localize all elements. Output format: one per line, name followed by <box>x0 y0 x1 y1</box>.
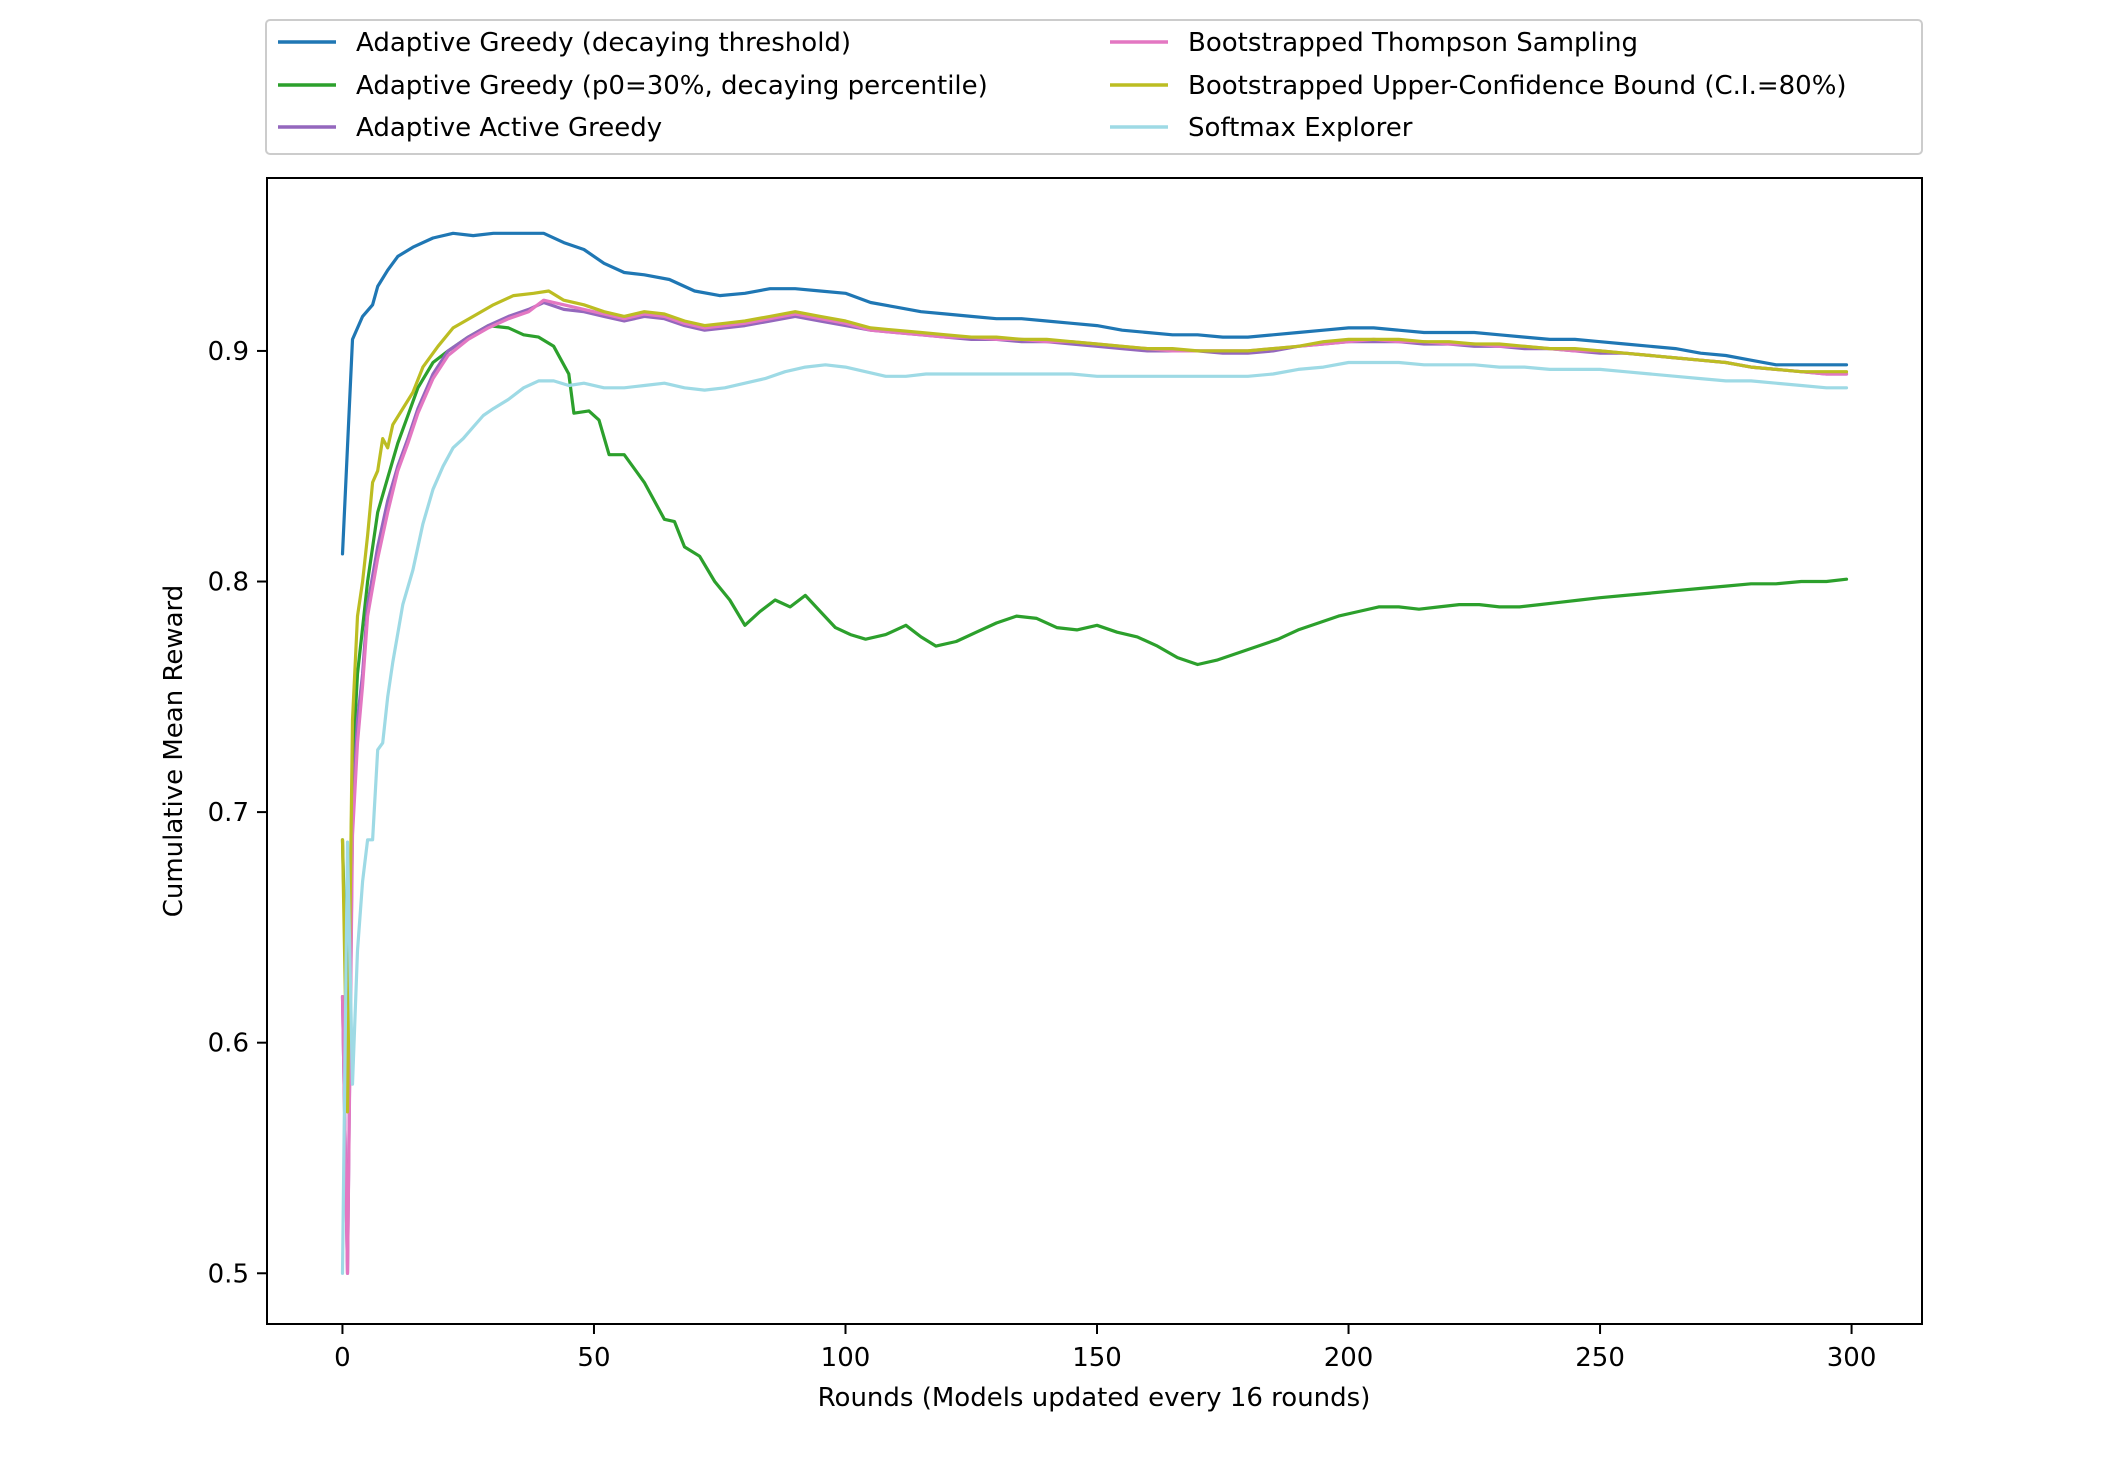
legend-label: Adaptive Greedy (decaying threshold) <box>356 28 851 58</box>
y-tick-label: 0.8 <box>208 568 249 598</box>
x-tick-label: 150 <box>1072 1343 1122 1373</box>
legend: Adaptive Greedy (decaying threshold) Adap… <box>265 19 1923 155</box>
series-layer <box>340 231 1849 1275</box>
legend-label: Adaptive Greedy (p0=30%, decaying percen… <box>356 71 988 101</box>
x-tick-label: 0 <box>334 1343 351 1373</box>
series-line-5 <box>340 289 1849 1114</box>
series-line-6 <box>340 360 1849 1275</box>
x-axis-label: Rounds (Models updated every 16 rounds) <box>818 1383 1371 1413</box>
legend-items: Adaptive Greedy (decaying threshold) Adap… <box>278 28 1847 143</box>
legend-label: Softmax Explorer <box>1188 113 1413 143</box>
legend-label: Adaptive Active Greedy <box>356 113 662 143</box>
legend-label: Bootstrapped Thompson Sampling <box>1188 28 1638 58</box>
plot-area: 0 50 100 150 200 250 300 0.5 0.6 0.7 0.8 0.9 <box>208 177 1923 1373</box>
x-tick-label: 250 <box>1575 1343 1625 1373</box>
y-tick-label: 0.7 <box>208 798 249 828</box>
x-tick-label: 200 <box>1324 1343 1374 1373</box>
y-axis: 0.5 0.6 0.7 0.8 0.9 <box>208 337 267 1289</box>
axes-frame <box>266 177 1923 1325</box>
x-tick-label: 50 <box>577 1343 610 1373</box>
series-line-1 <box>340 231 1849 556</box>
series-line-2 <box>340 324 1849 1045</box>
x-axis: 0 50 100 150 200 250 300 <box>334 1324 1876 1373</box>
y-axis-label: Cumulative Mean Reward <box>159 585 189 918</box>
x-tick-label: 300 <box>1827 1343 1877 1373</box>
y-tick-label: 0.9 <box>208 337 249 367</box>
x-tick-label: 100 <box>821 1343 871 1373</box>
legend-frame <box>265 19 1923 155</box>
y-tick-label: 0.6 <box>208 1029 249 1059</box>
y-tick-label: 0.5 <box>208 1259 249 1289</box>
legend-label: Bootstrapped Upper-Confidence Bound (C.I… <box>1188 71 1847 101</box>
